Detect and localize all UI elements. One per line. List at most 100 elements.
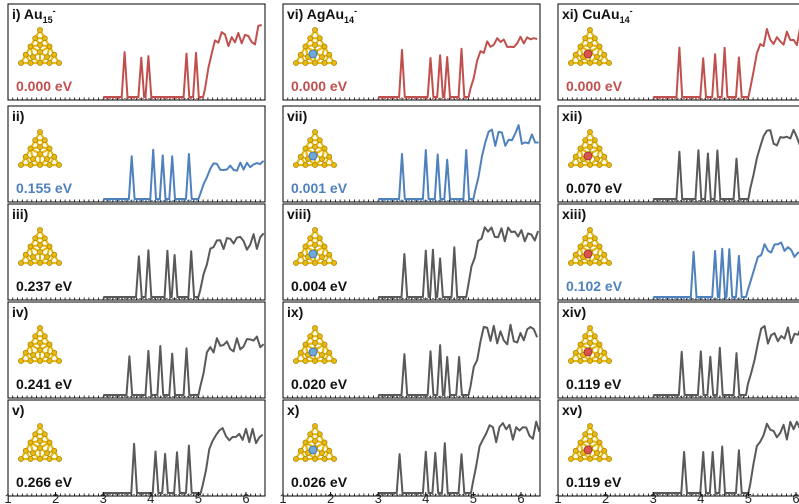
spectrum-line bbox=[103, 427, 264, 494]
panel-v: v) 0.266 eV bbox=[7, 399, 266, 497]
spectrum-line bbox=[378, 226, 540, 298]
x-tick-label: 2 bbox=[52, 491, 59, 504]
energy-label: 0.004 eV bbox=[291, 278, 348, 294]
cluster-structure-icon bbox=[293, 27, 337, 66]
copper-atom-icon bbox=[583, 151, 593, 161]
energy-label: 0.070 eV bbox=[566, 180, 623, 196]
spectrum-line bbox=[653, 420, 799, 494]
spectrum-line bbox=[653, 325, 799, 396]
x-tick-label: 1 bbox=[554, 491, 561, 504]
copper-atom-icon bbox=[583, 49, 593, 59]
panel-xi: xi) CuAu14- 0.000 eV bbox=[557, 3, 799, 101]
spectrum-line bbox=[103, 24, 262, 98]
energy-label: 0.102 eV bbox=[566, 278, 623, 294]
x-tick-label: 3 bbox=[650, 491, 657, 504]
spectrum-line bbox=[378, 35, 538, 98]
cluster-structure-icon bbox=[18, 325, 62, 364]
panel-label: vii) bbox=[287, 108, 307, 124]
cluster-structure-icon bbox=[18, 27, 62, 66]
energy-label: 0.237 eV bbox=[16, 278, 73, 294]
x-tick-label: 1 bbox=[279, 491, 286, 504]
energy-label: 0.266 eV bbox=[16, 474, 73, 490]
x-tick-label: 6 bbox=[792, 491, 799, 504]
panel-x: x) 0.026 eV bbox=[282, 399, 541, 497]
panel-xiii: xiii) 0.102 eV bbox=[557, 203, 799, 301]
silver-atom-icon bbox=[308, 249, 318, 259]
panel-label: viii) bbox=[287, 206, 311, 222]
energy-label: 0.020 eV bbox=[291, 376, 348, 392]
panel-i: i) Au15- 0.000 eV bbox=[7, 3, 266, 101]
panel-label: i) Au15- bbox=[12, 6, 56, 25]
panel-label: xii) bbox=[562, 108, 582, 124]
cluster-structure-icon bbox=[568, 227, 612, 266]
panel-label: xiii) bbox=[562, 206, 586, 222]
panel-viii: viii) 0.004 eV bbox=[282, 203, 541, 301]
cluster-structure-icon bbox=[568, 423, 612, 462]
energy-label: 0.000 eV bbox=[16, 78, 73, 94]
panel-iii: iii) 0.237 eV bbox=[7, 203, 266, 301]
cluster-structure-icon bbox=[568, 325, 612, 364]
panel-label: xi) CuAu14- bbox=[562, 6, 633, 25]
x-tick-label: 3 bbox=[375, 491, 382, 504]
spectrum-line bbox=[103, 232, 265, 298]
cluster-structure-icon bbox=[18, 423, 62, 462]
energy-label: 0.119 eV bbox=[566, 474, 622, 490]
x-tick-label: 2 bbox=[602, 491, 609, 504]
panel-ii: ii) 0.155 eV bbox=[7, 105, 266, 203]
copper-atom-icon bbox=[583, 445, 593, 455]
x-tick-label: 4 bbox=[697, 491, 704, 504]
energy-label: 0.119 eV bbox=[566, 376, 622, 392]
x-tick-labels: 1 2 3 4 5 6 1 2 3 4 5 6 1 2 3 4 5 6 bbox=[4, 491, 799, 504]
spectrum-line bbox=[653, 28, 799, 98]
panel-label: xiv) bbox=[562, 304, 586, 320]
spectrum-line bbox=[378, 124, 539, 200]
x-tick-label: 3 bbox=[100, 491, 107, 504]
panel-label: vi) AgAu14- bbox=[287, 6, 357, 25]
spectrum-line bbox=[653, 241, 799, 298]
panel-iv: iv) 0.241 eV bbox=[7, 301, 266, 399]
panel-label: ix) bbox=[287, 304, 303, 320]
panel-ix: ix) 0.020 eV bbox=[282, 301, 541, 399]
x-tick-label: 5 bbox=[470, 491, 477, 504]
cluster-structure-icon bbox=[18, 129, 62, 168]
energy-label: 0.001 eV bbox=[291, 180, 348, 196]
cluster-structure-icon bbox=[293, 227, 337, 266]
panel-xv: xv) 0.119 eV bbox=[557, 399, 799, 497]
energy-label: 0.000 eV bbox=[566, 78, 623, 94]
x-tick-label: 4 bbox=[147, 491, 154, 504]
spectrum-line bbox=[653, 128, 799, 200]
silver-atom-icon bbox=[308, 347, 318, 357]
copper-atom-icon bbox=[583, 347, 593, 357]
panel-label: iv) bbox=[12, 304, 28, 320]
x-tick-label: 6 bbox=[242, 491, 249, 504]
cluster-structure-icon bbox=[293, 325, 337, 364]
panel-vii: vii) 0.001 eV bbox=[282, 105, 541, 203]
silver-atom-icon bbox=[308, 49, 318, 59]
copper-atom-icon bbox=[583, 249, 593, 259]
silver-atom-icon bbox=[308, 445, 318, 455]
energy-label: 0.000 eV bbox=[291, 78, 348, 94]
panel-label: ii) bbox=[12, 108, 24, 124]
panel-label: x) bbox=[287, 402, 299, 418]
spectrum-line bbox=[378, 323, 539, 396]
cluster-structure-icon bbox=[293, 423, 337, 462]
x-tick-label: 5 bbox=[195, 491, 202, 504]
x-tick-label: 5 bbox=[745, 491, 752, 504]
panel-vi: vi) AgAu14- 0.000 eV bbox=[282, 3, 541, 101]
energy-label: 0.026 eV bbox=[291, 474, 348, 490]
silver-atom-icon bbox=[308, 151, 318, 161]
panel-xii: xii) 0.070 eV bbox=[557, 105, 799, 203]
x-tick-label: 6 bbox=[517, 491, 524, 504]
cluster-structure-icon bbox=[568, 27, 612, 66]
cluster-structure-icon bbox=[568, 129, 612, 168]
energy-label: 0.241 eV bbox=[16, 376, 73, 392]
x-tick-label: 4 bbox=[422, 491, 429, 504]
spectrum-line bbox=[103, 335, 265, 396]
cluster-structure-icon bbox=[18, 227, 62, 266]
cluster-structure-icon bbox=[293, 129, 337, 168]
x-tick-label: 1 bbox=[4, 491, 11, 504]
panel-label: xv) bbox=[562, 402, 582, 418]
panel-label: iii) bbox=[12, 206, 28, 222]
